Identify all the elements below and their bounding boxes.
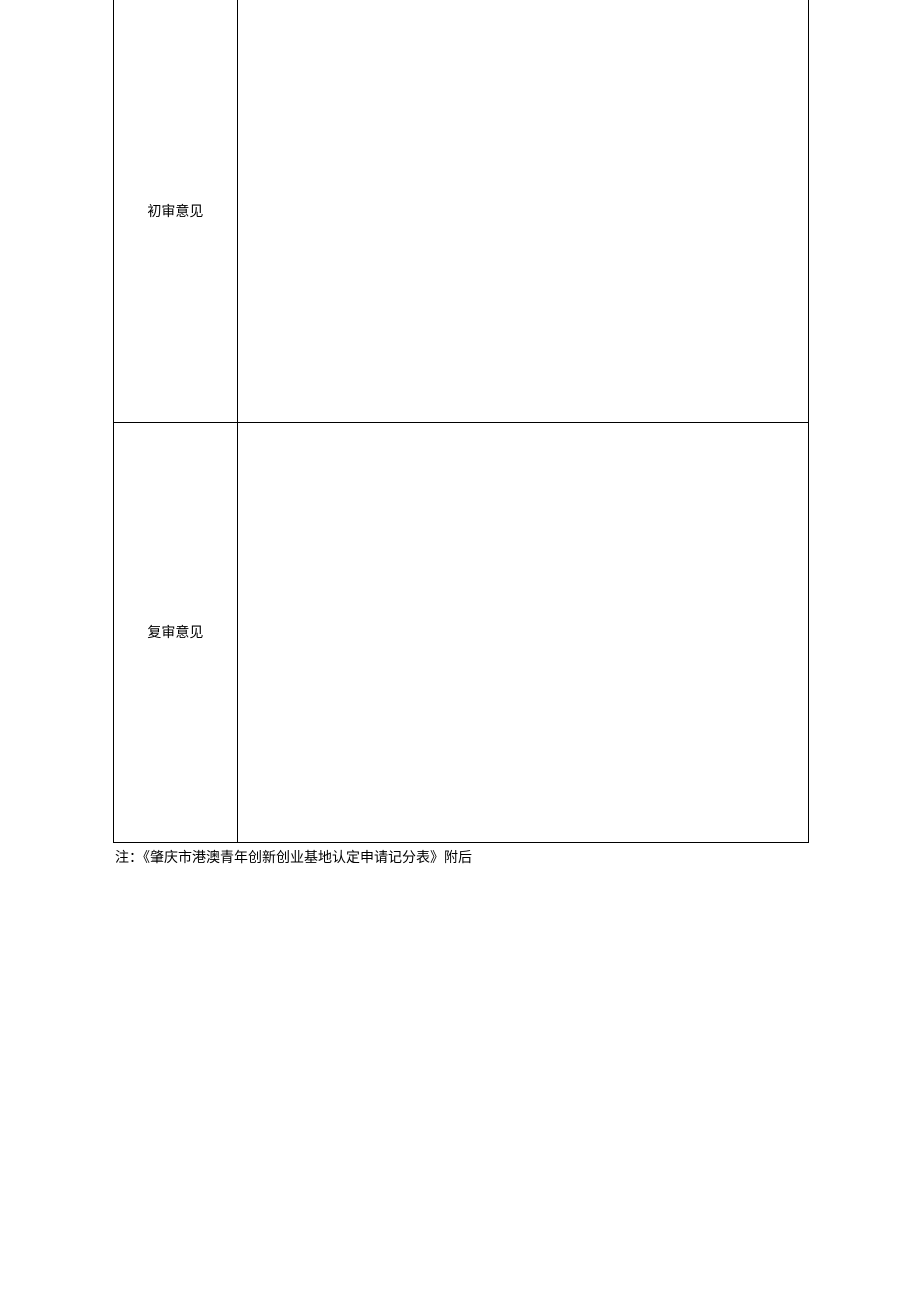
initial-review-content: [237, 0, 808, 422]
re-review-label: 复审意见: [114, 422, 238, 842]
re-review-content: [237, 422, 808, 842]
document-page: 初审意见 复审意见 注：《肇庆市港澳青年创新创业基地认定申请记分表》附后: [113, 0, 809, 867]
initial-review-label: 初审意见: [114, 0, 238, 422]
footnote: 注：《肇庆市港澳青年创新创业基地认定申请记分表》附后: [113, 847, 809, 867]
review-form-table: 初审意见 复审意见: [113, 0, 809, 843]
table-row: 复审意见: [114, 422, 809, 842]
table-row: 初审意见: [114, 0, 809, 422]
